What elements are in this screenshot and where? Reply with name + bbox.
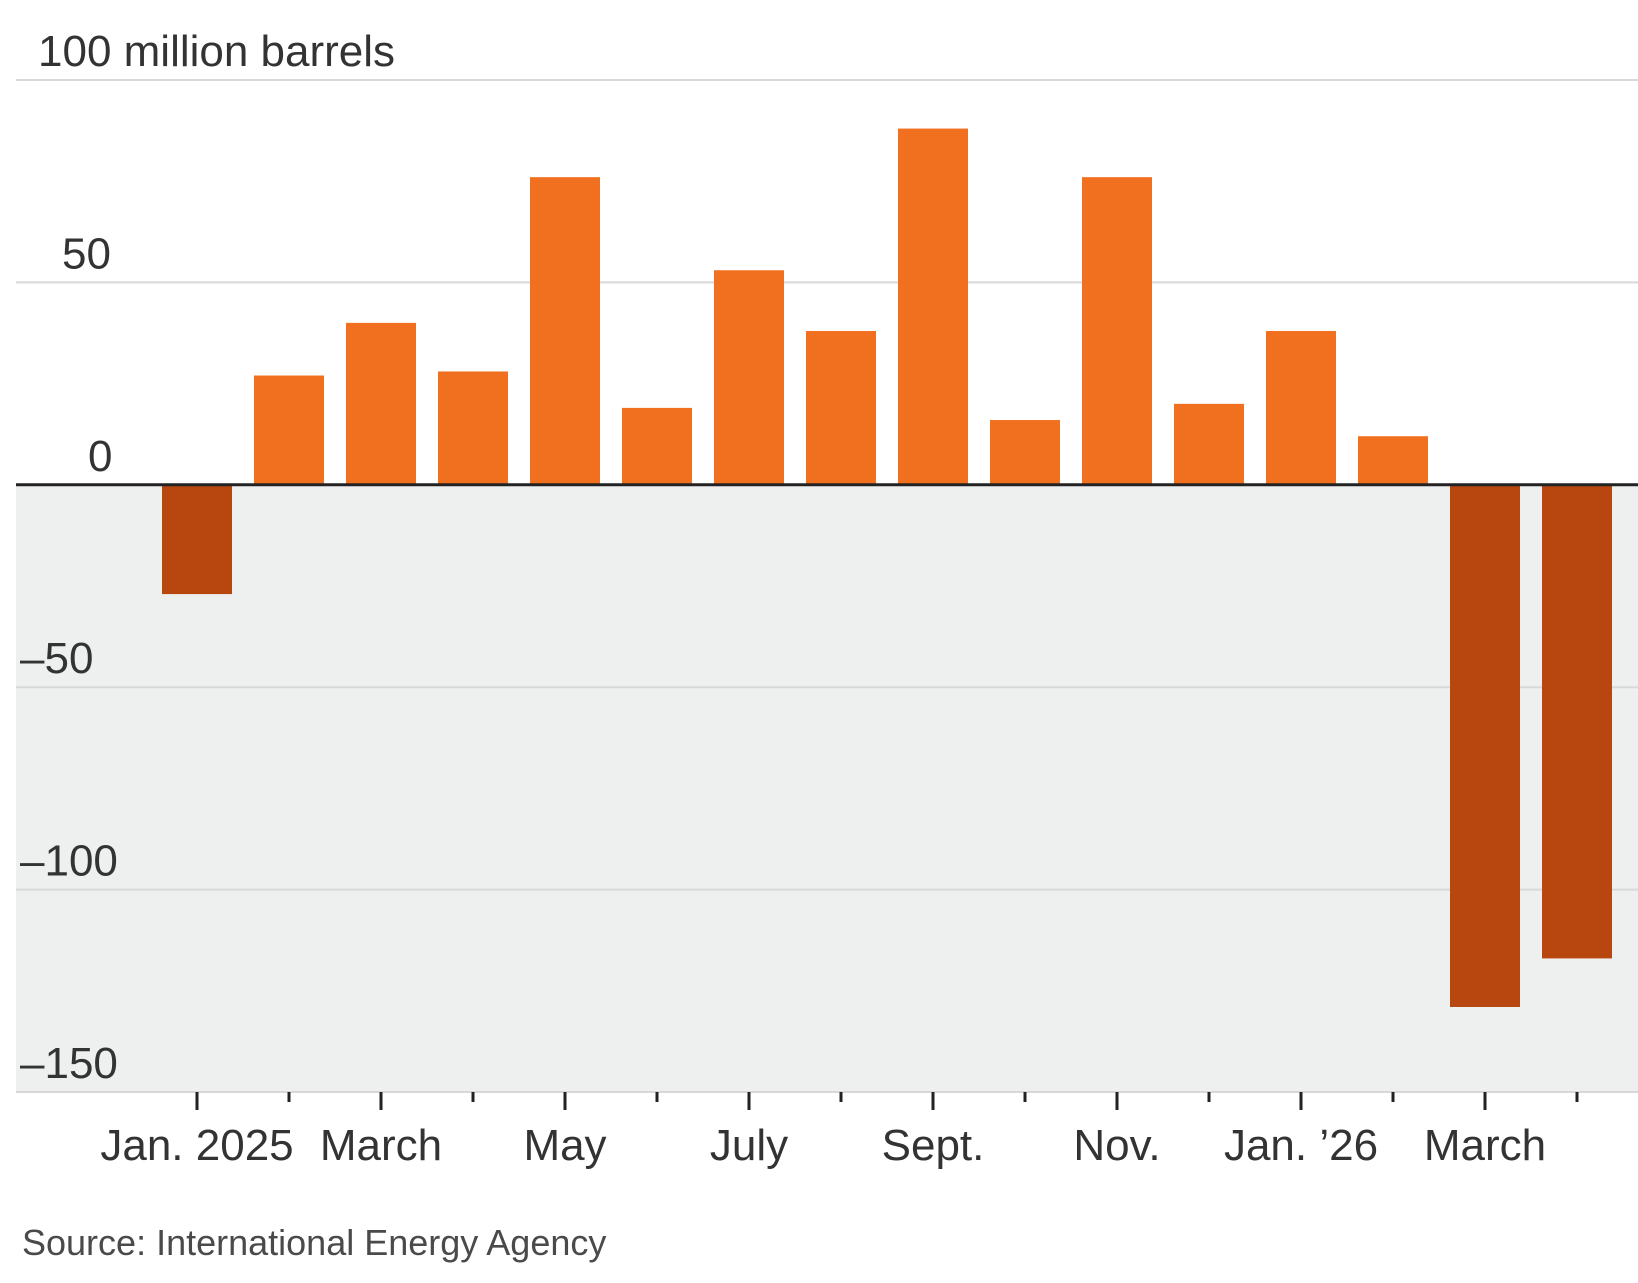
x-tick-label: Nov. <box>1073 1121 1160 1170</box>
bar-8 <box>806 330 876 485</box>
bar-7 <box>714 270 784 485</box>
bar-2 <box>254 375 324 485</box>
source-note: Source: International Energy Agency <box>22 1222 607 1263</box>
x-tick-label: Jan. ’26 <box>1224 1121 1378 1170</box>
x-tick-label: March <box>1424 1121 1546 1170</box>
bar-10 <box>990 420 1060 485</box>
bar-12 <box>1174 403 1244 485</box>
bars <box>162 128 1612 1007</box>
y-tick-label: 0 <box>88 432 112 481</box>
bar-14 <box>1358 436 1428 485</box>
bar-15 <box>1450 484 1520 1007</box>
y-tick-label: –150 <box>20 1039 118 1088</box>
gridlines <box>16 79 1638 1093</box>
bar-6 <box>622 407 692 485</box>
x-axis-labels: Jan. 2025 March May July Sept. Nov. Jan. ’26 Ma… <box>100 1121 1546 1170</box>
x-tick-label: Sept. <box>882 1121 985 1170</box>
bar-4 <box>438 371 508 485</box>
x-tick-label: July <box>710 1121 788 1170</box>
negative-region-background <box>16 484 1638 1092</box>
y-axis-labels: 100 million barrels 50 0 –50 –100 –150 <box>20 27 395 1088</box>
x-tick-label: March <box>320 1121 442 1170</box>
bar-13 <box>1266 330 1336 485</box>
y-tick-label: –50 <box>20 634 93 683</box>
unit-label: 100 million barrels <box>38 27 395 76</box>
y-tick-label: –100 <box>20 837 118 886</box>
bar-9 <box>898 128 968 485</box>
bar-11 <box>1082 177 1152 485</box>
y-tick-label: 50 <box>62 229 111 278</box>
x-tick-label: May <box>523 1121 606 1170</box>
x-tick-label: Jan. 2025 <box>100 1121 293 1170</box>
bar-1 <box>162 484 232 595</box>
bar-3 <box>346 322 416 485</box>
bar-5 <box>530 177 600 485</box>
bar-16 <box>1542 484 1612 959</box>
x-axis-ticks <box>195 1092 1579 1110</box>
